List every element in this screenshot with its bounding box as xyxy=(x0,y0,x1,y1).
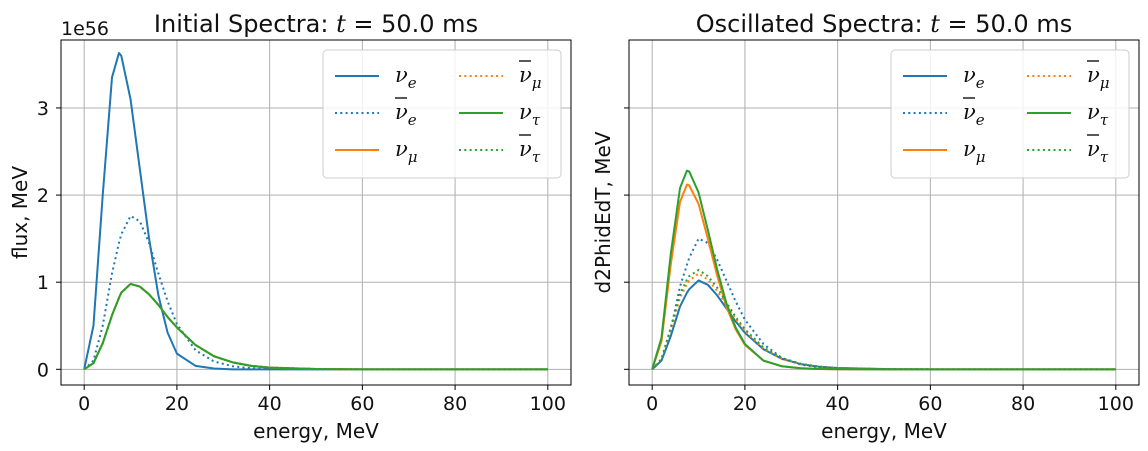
title-variable: t xyxy=(336,10,346,38)
x-tick-label: 0 xyxy=(646,393,658,415)
legend-symbol: ν xyxy=(963,137,976,161)
legend-subscript: τ xyxy=(1100,111,1109,129)
title-prefix: Initial Spectra: xyxy=(154,10,336,38)
x-tick-label: 0 xyxy=(78,393,90,415)
legend-subscript: τ xyxy=(1100,148,1109,166)
axes-frame xyxy=(628,39,1140,386)
legend-frame xyxy=(322,49,562,179)
x-tick-label: 60 xyxy=(350,393,374,415)
legend-subscript: μ xyxy=(408,148,418,166)
chart-panel-0: 0 20 40 60 80 100 0 1 2 3 1e56 Initial Spectra: t =… xyxy=(8,10,572,443)
title-suffix: = 50.0 ms xyxy=(346,10,478,38)
legend-subscript: e xyxy=(408,74,417,92)
chart-title: Initial Spectra: t = 50.0 ms xyxy=(154,10,478,38)
title-variable: t xyxy=(930,10,940,38)
y-axis-label: d2PhidEdT, MeV xyxy=(591,131,615,293)
legend-label-5: ντ xyxy=(519,137,541,166)
legend-symbol: ν xyxy=(395,63,408,87)
legend-label-4: ντ xyxy=(1087,100,1109,129)
legend-symbol: ν xyxy=(519,100,532,124)
legend-label-3: νμ xyxy=(519,63,542,92)
y-tick-label: 3 xyxy=(37,98,49,120)
legend-symbol: ν xyxy=(1087,100,1100,124)
y-tick-label: 0 xyxy=(37,359,49,381)
series-line-1 xyxy=(83,214,548,371)
chart-panel-1: 0 20 40 60 80 100 Oscillated Spectra: t = 50.0… xyxy=(591,10,1140,443)
title-prefix: Oscillated Spectra: xyxy=(696,10,930,38)
series-line-4 xyxy=(83,282,548,371)
series-group xyxy=(83,52,548,371)
legend-symbol: ν xyxy=(1087,63,1100,87)
y-tick-label: 1 xyxy=(37,272,49,294)
legend-label-1: νe xyxy=(395,100,417,129)
x-axis-label: energy, MeV xyxy=(821,419,947,443)
legend-subscript: e xyxy=(408,111,417,129)
legend-label-1: νe xyxy=(963,100,985,129)
legend-subscript: μ xyxy=(976,148,986,166)
x-tick-label: 40 xyxy=(258,393,282,415)
x-axis-label: energy, MeV xyxy=(253,419,379,443)
legend-label-2: νμ xyxy=(395,137,418,166)
legend-symbol: ν xyxy=(395,137,408,161)
legend-symbol: ν xyxy=(963,100,976,124)
chart-title: Oscillated Spectra: t = 50.0 ms xyxy=(696,10,1072,38)
legend-label-2: νμ xyxy=(963,137,986,166)
legend-symbol: ν xyxy=(395,100,408,124)
x-tick-label: 100 xyxy=(530,393,566,415)
legend-subscript: e xyxy=(976,111,985,129)
x-tick-label: 20 xyxy=(733,393,757,415)
x-tick-label: 80 xyxy=(1011,393,1035,415)
x-tick-label: 60 xyxy=(918,393,942,415)
legend-subscript: μ xyxy=(1100,74,1110,92)
legend-subscript: τ xyxy=(532,148,541,166)
legend-label-5: ντ xyxy=(1087,137,1109,166)
title-suffix: = 50.0 ms xyxy=(940,10,1072,38)
y-axis-label: flux, MeV xyxy=(8,166,32,259)
legend-symbol: ν xyxy=(1087,137,1100,161)
x-tick-label: 20 xyxy=(165,393,189,415)
x-tick-label: 100 xyxy=(1098,393,1134,415)
series-group xyxy=(651,169,1116,371)
legend-symbol: ν xyxy=(519,63,532,87)
legend-label-3: νμ xyxy=(1087,63,1110,92)
legend-label-0: νe xyxy=(395,63,417,92)
x-tick-label: 40 xyxy=(826,393,850,415)
legend-symbol: ν xyxy=(963,63,976,87)
legend-subscript: μ xyxy=(532,74,542,92)
y-offset-label: 1e56 xyxy=(61,18,109,40)
x-tick-label: 80 xyxy=(443,393,467,415)
y-tick-label: 2 xyxy=(37,185,49,207)
axes-frame xyxy=(60,39,572,386)
legend-symbol: ν xyxy=(519,137,532,161)
legend-frame xyxy=(890,49,1130,179)
legend-subscript: τ xyxy=(532,111,541,129)
legend-label-0: νe xyxy=(963,63,985,92)
series-line-5 xyxy=(651,269,1116,371)
legend-subscript: e xyxy=(976,74,985,92)
legend-label-4: ντ xyxy=(519,100,541,129)
